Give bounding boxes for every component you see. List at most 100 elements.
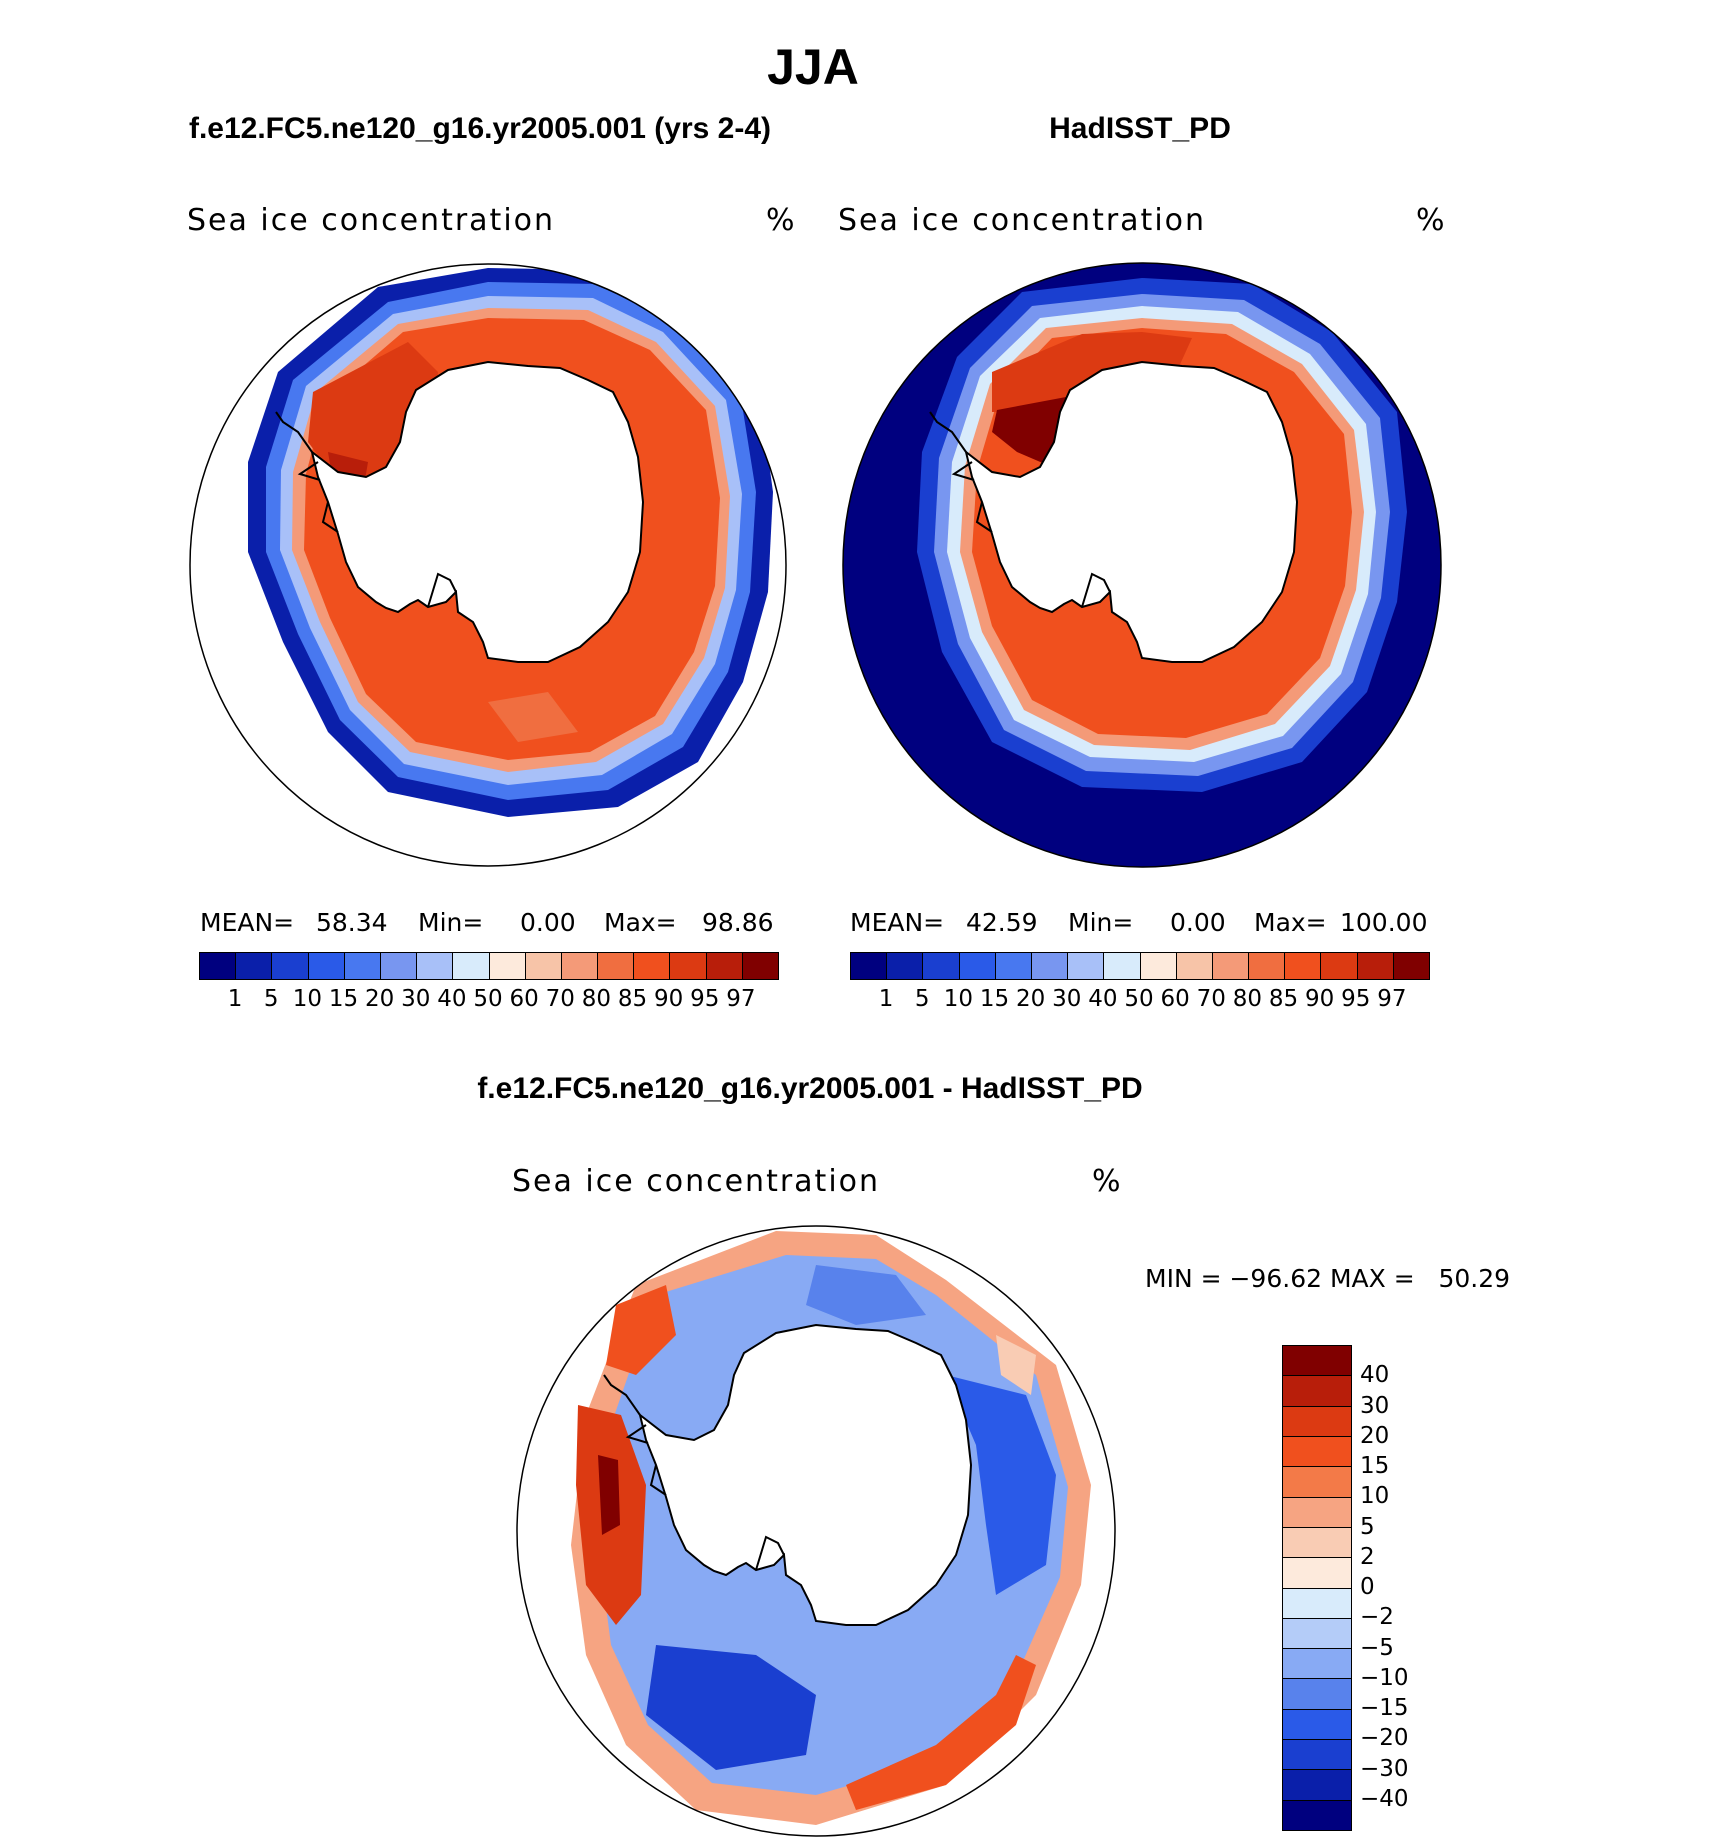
colorbar-tick-label: 15 — [979, 986, 1010, 1012]
panel-1-min-value: 0.00 — [520, 908, 576, 937]
colorbar-swatch — [598, 953, 635, 979]
colorbar-tick-label: 2 — [1360, 1543, 1375, 1570]
colorbar-swatch — [1283, 1346, 1351, 1377]
panel-2-mean-value: 42.59 — [966, 908, 1038, 937]
colorbar-tick-label: 40 — [437, 986, 467, 1012]
colorbar-swatch — [561, 953, 599, 979]
panel-2-map — [842, 262, 1442, 868]
panel-1-max-value: 98.86 — [702, 908, 774, 937]
panel-2-mean-label: MEAN= — [850, 908, 945, 937]
difference-colorbar — [1282, 1345, 1352, 1831]
colorbar-tick-label: 20 — [364, 986, 395, 1012]
colorbar-swatch — [1283, 1709, 1351, 1741]
colorbar-swatch — [887, 953, 924, 979]
colorbar-swatch — [1283, 1770, 1351, 1801]
panel-2-max-value: 100.00 — [1340, 908, 1428, 937]
panel-1-mean-label: MEAN= — [200, 908, 295, 937]
diff-positive-southeast — [846, 1655, 1036, 1810]
colorbar-swatch — [634, 953, 671, 979]
colorbar-swatch — [1357, 953, 1394, 979]
colorbar-swatch — [1285, 953, 1322, 979]
colorbar-tick-label: 90 — [653, 986, 684, 1012]
panel-2-max-label: Max= — [1254, 908, 1327, 937]
colorbar-tick-label: 85 — [1268, 986, 1299, 1012]
colorbar-swatch — [1283, 1406, 1351, 1437]
colorbar-tick-label: 90 — [1304, 986, 1335, 1012]
colorbar-swatch — [308, 953, 345, 979]
colorbar-tick-label: −10 — [1360, 1664, 1409, 1691]
colorbar-tick-label: 20 — [1015, 986, 1046, 1012]
colorbar-tick-label: 95 — [690, 986, 720, 1012]
panel-1-colorbar — [199, 952, 779, 980]
colorbar-tick-label: 30 — [1052, 986, 1082, 1012]
antarctic-peninsula — [929, 411, 1111, 608]
colorbar-swatch — [1031, 953, 1069, 979]
colorbar-tick-label: 1 — [227, 986, 243, 1012]
colorbar-tick-label: −5 — [1360, 1634, 1394, 1661]
colorbar-swatch — [344, 953, 381, 979]
diff-negative-strong-2 — [646, 1645, 816, 1770]
main-title: JJA — [767, 39, 859, 95]
colorbar-tick-label: 1 — [878, 986, 894, 1012]
colorbar-swatch — [1283, 1467, 1351, 1498]
panel-2-units-label: % — [1416, 203, 1445, 238]
diff-positive-west-dark — [598, 1455, 620, 1535]
panel-2-variable-label: Sea ice concentration — [838, 203, 1207, 238]
colorbar-swatch — [1249, 953, 1286, 979]
colorbar-swatch — [1212, 953, 1250, 979]
diff-negative-top — [806, 1265, 926, 1325]
colorbar-tick-label: 70 — [1196, 986, 1226, 1012]
panel-1-units-label: % — [766, 203, 795, 238]
colorbar-tick-label: −40 — [1360, 1785, 1409, 1812]
diff-positive-east-spots — [996, 1335, 1036, 1395]
antarctic-peninsula — [275, 411, 457, 608]
colorbar-swatch — [453, 953, 490, 979]
colorbar-swatch — [851, 953, 888, 979]
colorbar-swatch — [272, 953, 309, 979]
colorbar-swatch — [200, 953, 237, 979]
colorbar-tick-label: −30 — [1360, 1755, 1409, 1782]
colorbar-tick-label: 40 — [1360, 1362, 1390, 1389]
ice-core-dark — [992, 332, 1192, 412]
panel-1-max-label: Max= — [604, 908, 677, 937]
colorbar-swatch — [417, 953, 454, 979]
colorbar-tick-label: 30 — [401, 986, 431, 1012]
difference-title: f.e12.FC5.ne120_g16.yr2005.001 - HadISST… — [477, 1072, 1143, 1105]
colorbar-tick-label: 40 — [1088, 986, 1118, 1012]
colorbar-swatch — [1283, 1436, 1351, 1468]
colorbar-tick-label: 95 — [1341, 986, 1371, 1012]
colorbar-swatch — [1176, 953, 1213, 979]
colorbar-swatch — [1283, 1800, 1351, 1830]
colorbar-swatch — [1393, 953, 1429, 979]
panel-1-map — [189, 263, 787, 867]
colorbar-swatch — [1321, 953, 1358, 979]
colorbar-swatch — [380, 953, 418, 979]
colorbar-swatch — [959, 953, 996, 979]
colorbar-tick-label: 5 — [1360, 1513, 1375, 1540]
panel-1-variable-label: Sea ice concentration — [187, 203, 556, 238]
colorbar-swatch — [1283, 1497, 1351, 1528]
panel-1-mean-value: 58.34 — [316, 908, 388, 937]
colorbar-swatch — [489, 953, 526, 979]
colorbar-tick-label: 10 — [943, 986, 974, 1012]
ice-core-light — [488, 692, 578, 742]
colorbar-tick-label: −15 — [1360, 1695, 1409, 1721]
colorbar-tick-label: 97 — [726, 986, 756, 1012]
difference-units-label: % — [1092, 1164, 1121, 1199]
colorbar-swatch — [525, 953, 562, 979]
panel-2-title: HadISST_PD — [1049, 112, 1231, 145]
colorbar-swatch — [1104, 953, 1141, 979]
colorbar-tick-label: 85 — [617, 986, 648, 1012]
colorbar-swatch — [742, 953, 778, 979]
colorbar-tick-label: −20 — [1360, 1725, 1409, 1752]
colorbar-tick-label: 0 — [1360, 1574, 1375, 1600]
colorbar-tick-label: 30 — [1360, 1392, 1390, 1419]
colorbar-tick-label: 97 — [1377, 986, 1407, 1012]
colorbar-swatch — [1283, 1558, 1351, 1589]
colorbar-tick-label: 15 — [328, 986, 359, 1012]
colorbar-swatch — [923, 953, 960, 979]
diff-positive-northwest — [606, 1285, 676, 1375]
colorbar-tick-label: 50 — [1124, 986, 1154, 1012]
colorbar-swatch — [1283, 1649, 1351, 1680]
colorbar-tick-label: 80 — [581, 986, 612, 1012]
